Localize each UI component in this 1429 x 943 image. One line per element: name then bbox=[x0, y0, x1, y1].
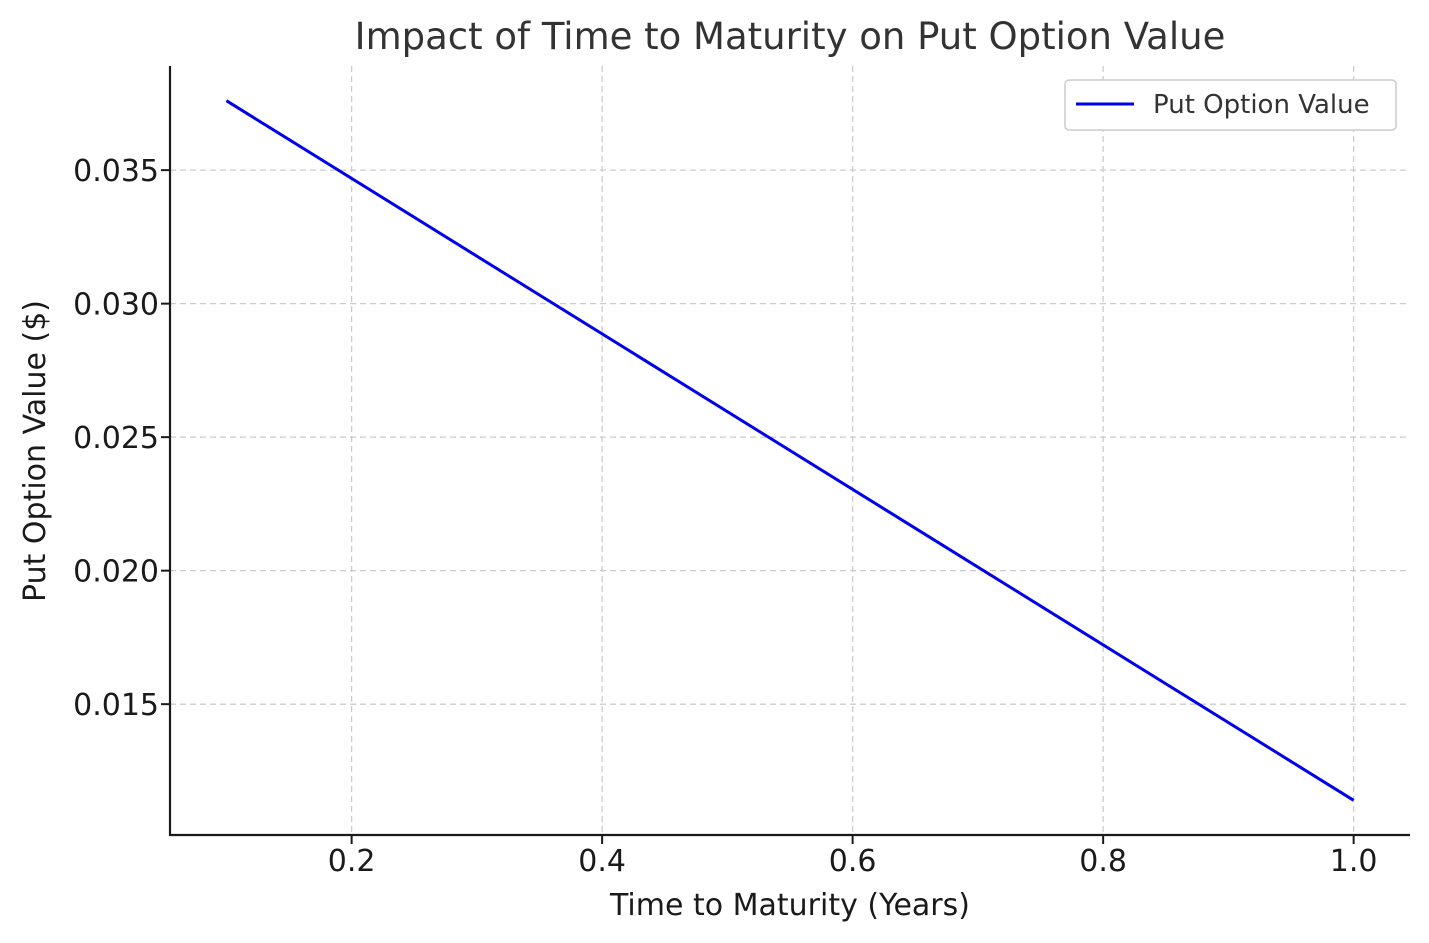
y-tick-label-0: 0.015 bbox=[73, 688, 159, 723]
x-tick-label-0: 0.2 bbox=[328, 844, 376, 879]
legend: Put Option Value bbox=[1064, 79, 1397, 131]
x-tick-label-4: 1.0 bbox=[1330, 844, 1378, 879]
y-axis-ticks: 0.015 0.020 0.025 0.030 0.035 bbox=[73, 154, 170, 723]
y-tick-label-4: 0.035 bbox=[73, 154, 159, 189]
axes-spines bbox=[168, 66, 1410, 837]
y-tick-label-1: 0.020 bbox=[73, 555, 159, 590]
y-tick-label-2: 0.025 bbox=[73, 421, 159, 456]
x-axis-ticks: 0.2 0.4 0.6 0.8 1.0 bbox=[328, 835, 1378, 879]
y-axis-label: Put Option Value ($) bbox=[18, 300, 53, 602]
x-tick-label-3: 0.8 bbox=[1079, 844, 1127, 879]
chart-title: Impact of Time to Maturity on Put Option… bbox=[355, 15, 1226, 58]
legend-label-put-option-value: Put Option Value bbox=[1153, 90, 1370, 120]
x-axis-label: Time to Maturity (Years) bbox=[609, 888, 970, 923]
grid bbox=[170, 66, 1410, 835]
legend-frame bbox=[1064, 79, 1397, 131]
series-layer bbox=[225, 99, 1355, 802]
y-tick-label-3: 0.030 bbox=[73, 288, 159, 323]
series-line-0 bbox=[225, 99, 1355, 802]
x-tick-label-2: 0.6 bbox=[829, 844, 877, 879]
x-tick-label-1: 0.4 bbox=[578, 844, 626, 879]
